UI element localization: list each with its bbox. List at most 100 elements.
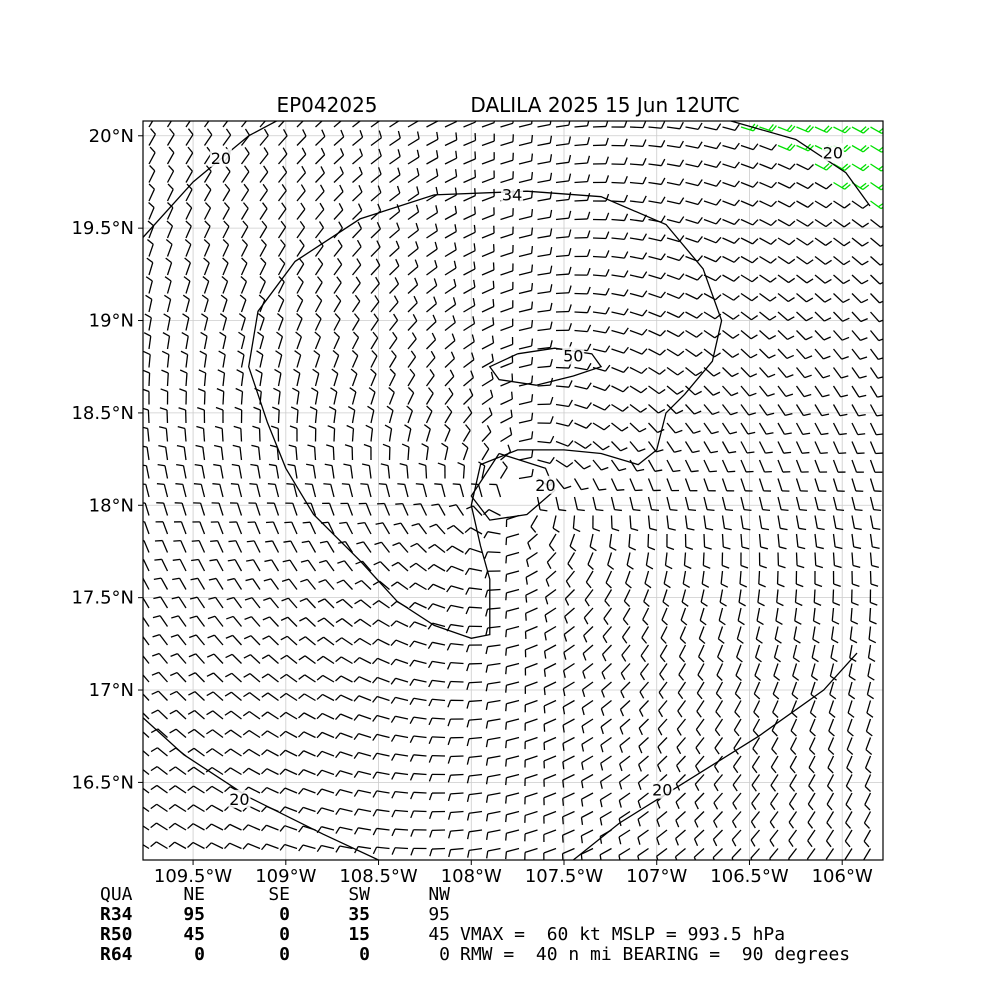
wind-barb — [851, 330, 868, 342]
wind-barb — [481, 389, 494, 406]
x-tick-label: 106.5°W — [710, 866, 789, 887]
wind-barb — [409, 582, 427, 591]
wind-barb — [259, 220, 268, 239]
wind-barb — [814, 422, 829, 436]
wind-barb — [333, 121, 343, 128]
wind-barb — [246, 559, 261, 572]
wind-barb — [208, 577, 224, 590]
wind-barb — [611, 385, 629, 393]
wind-barb — [238, 331, 246, 350]
wind-barb — [647, 441, 664, 453]
wind-barb — [206, 710, 224, 720]
wind-barb — [298, 750, 316, 757]
wind-barb — [592, 384, 611, 392]
wind-barb — [150, 841, 168, 850]
wind-barb — [444, 150, 458, 165]
wind-barb — [637, 847, 649, 860]
wind-barb — [230, 483, 243, 498]
wind-barb — [309, 406, 318, 424]
wind-barb — [415, 483, 428, 498]
wind-barb — [242, 748, 261, 757]
wind-barb — [685, 198, 703, 206]
wind-barb — [518, 264, 534, 276]
wind-barb — [851, 293, 869, 304]
wind-barb — [184, 257, 191, 276]
wind-barb — [464, 527, 483, 535]
wind-barb — [418, 462, 428, 479]
contour-label-bg — [501, 185, 524, 204]
wind-barb — [335, 618, 353, 628]
wind-barb — [574, 382, 592, 390]
wind-barb — [243, 673, 261, 683]
wind-barb — [796, 200, 814, 208]
wind-barb — [296, 220, 306, 239]
wind-barb — [666, 478, 680, 492]
wind-barb — [736, 644, 743, 663]
wind-barb — [555, 323, 572, 332]
wind-barb — [740, 422, 756, 435]
wind-barb — [352, 121, 362, 128]
wind-barb — [181, 331, 189, 350]
wind-barb — [849, 626, 858, 644]
wind-barb — [148, 165, 156, 183]
wind-barb — [505, 829, 520, 841]
wind-barb — [754, 663, 762, 681]
wind-barb — [259, 239, 267, 257]
wind-barb — [751, 774, 761, 792]
wind-barb — [759, 274, 777, 283]
wind-barb — [224, 767, 242, 776]
wind-barb — [388, 313, 399, 331]
wind-barb — [148, 202, 155, 220]
chart-title-storm-id: EP042025 — [276, 93, 377, 117]
wind-barb — [205, 785, 224, 794]
wind-barb — [222, 183, 231, 202]
wind-barb — [143, 731, 150, 738]
wind-barb — [794, 607, 802, 625]
wind-barb — [169, 690, 187, 701]
wind-barb — [351, 313, 360, 331]
wind-barb — [316, 788, 335, 796]
wind-barb — [619, 718, 631, 735]
wind-barb — [247, 521, 261, 535]
wind-barb — [307, 444, 317, 461]
wind-barb — [427, 563, 446, 572]
wind-barb — [374, 541, 391, 553]
wind-barb — [251, 444, 261, 461]
wind-barb — [850, 589, 859, 606]
wind-barb — [658, 681, 668, 699]
wind-barb — [619, 755, 631, 772]
wind-barb — [788, 792, 798, 811]
wind-barb — [230, 502, 243, 516]
wind-barb — [389, 240, 400, 257]
wind-barbs — [143, 121, 883, 860]
contour-label: 20 — [211, 149, 231, 168]
wind-barb — [484, 588, 501, 598]
wind-barb — [182, 313, 190, 331]
wind-barb — [189, 634, 206, 646]
wind-barb — [851, 570, 860, 587]
wind-barb — [215, 406, 224, 424]
wind-barb — [481, 152, 495, 165]
y-tick-label: 16.5°N — [71, 772, 134, 793]
wind-barb — [675, 811, 686, 828]
wind-barb — [447, 680, 464, 689]
wind-barb — [832, 422, 847, 436]
wind-barb — [466, 829, 483, 840]
wind-barb — [429, 523, 446, 535]
wind-barb — [500, 263, 514, 276]
wind-barb — [391, 753, 409, 761]
wind-barb — [500, 444, 512, 461]
wind-barb — [370, 148, 382, 165]
wind-barb — [353, 618, 372, 628]
wind-barb — [240, 121, 248, 128]
wind-barb — [849, 644, 857, 663]
wind-barb — [703, 255, 722, 263]
wind-barb — [165, 257, 173, 276]
radii-value-cell: 0 — [279, 944, 290, 965]
wind-barb — [146, 257, 154, 276]
wind-barb — [666, 216, 685, 224]
wind-barb — [505, 644, 520, 656]
wind-barb — [259, 257, 267, 276]
contour-label-bg — [562, 346, 585, 365]
wind-barb — [314, 221, 325, 239]
